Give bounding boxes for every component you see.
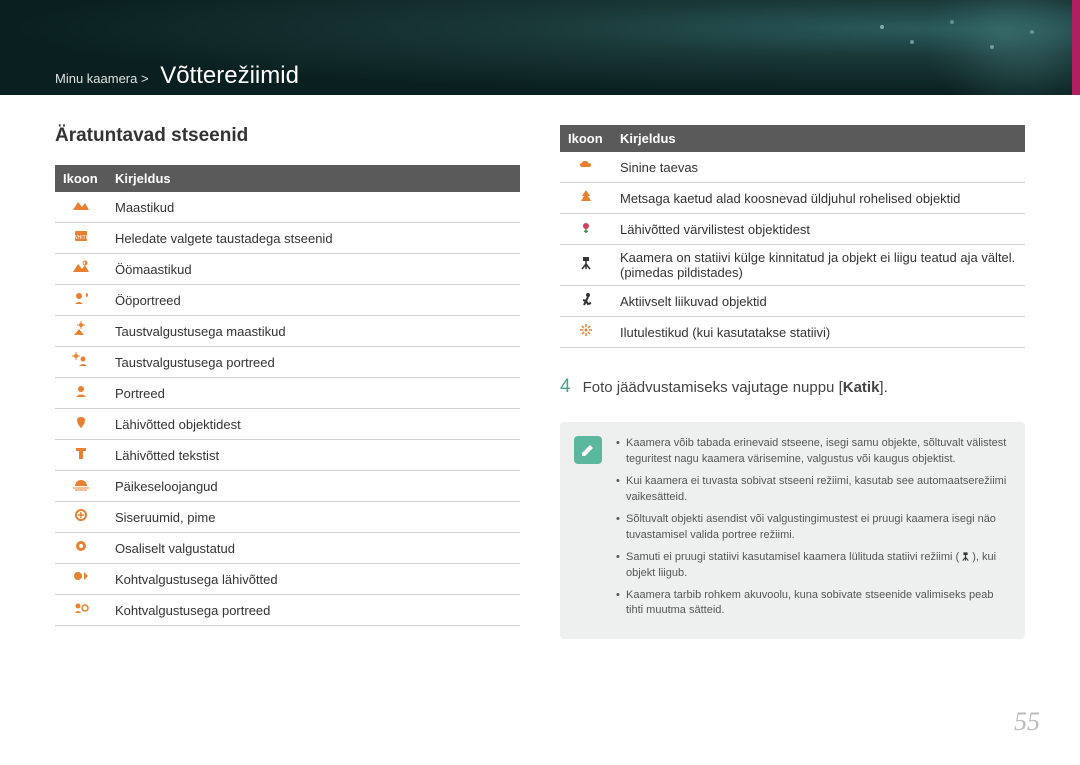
content-area: Äratuntavad stseenid Ikoon Kirjeldus Maa…	[0, 95, 1080, 639]
table-row: Osaliselt valgustatud	[55, 533, 520, 564]
scene-desc: Siseruumid, pime	[107, 502, 520, 533]
table-row: Kaamera on statiivi külge kinnitatud ja …	[560, 245, 1025, 286]
header-banner: Minu kaamera > Võtterežiimid	[0, 0, 1080, 95]
header-decoration	[820, 0, 1080, 95]
scenes-table-left: Ikoon Kirjeldus Maastikud WHITE Heledate v…	[55, 165, 520, 626]
table-row: Taustvalgustusega portreed	[55, 347, 520, 378]
note-item: Sõltuvalt objekti asendist või valgustin…	[616, 512, 1009, 544]
portrait-icon	[55, 378, 107, 409]
scene-desc: Kohtvalgustusega portreed	[107, 595, 520, 626]
night-portrait-icon	[55, 285, 107, 316]
table-row: WHITE Heledate valgete taustadega stseeni…	[55, 223, 520, 254]
step-number: 4	[560, 376, 571, 398]
breadcrumb-prefix: Minu kaamera >	[55, 71, 149, 86]
scene-desc: Sinine taevas	[612, 152, 1025, 183]
table-row: Lähivõtted tekstist	[55, 440, 520, 471]
th-icon: Ikoon	[55, 165, 107, 192]
breadcrumb: Minu kaamera > Võtterežiimid	[55, 62, 299, 90]
accent-bar	[1072, 0, 1080, 95]
table-row: Lähivõtted objektidest	[55, 409, 520, 440]
scene-desc: Päikeseloojangud	[107, 471, 520, 502]
white-icon: WHITE	[55, 223, 107, 254]
scene-desc: Kaamera on statiivi külge kinnitatud ja …	[612, 245, 1025, 286]
scene-desc: Heledate valgete taustadega stseenid	[107, 223, 520, 254]
scene-desc: Aktiivselt liikuvad objektid	[612, 286, 1025, 317]
spotlight-macro-icon	[55, 564, 107, 595]
note-item: Kaamera võib tabada erinevaid stseene, i…	[616, 436, 1009, 468]
table-row: Ilutulestikud (kui kasutatakse statiivi)	[560, 317, 1025, 348]
scene-desc: Kohtvalgustusega lähivõtted	[107, 564, 520, 595]
table-row: Siseruumid, pime	[55, 502, 520, 533]
section-title: Äratuntavad stseenid	[55, 125, 520, 147]
page-number: 55	[1014, 707, 1040, 737]
table-row: Taustvalgustusega maastikud	[55, 316, 520, 347]
scene-desc: Ööportreed	[107, 285, 520, 316]
backlight-landscape-icon	[55, 316, 107, 347]
th-icon: Ikoon	[560, 125, 612, 152]
note-box: Kaamera võib tabada erinevaid stseene, i…	[560, 422, 1025, 639]
scene-desc: Lähivõtted tekstist	[107, 440, 520, 471]
note-item: Kui kaamera ei tuvasta sobivat stseeni r…	[616, 474, 1009, 506]
sunset-icon	[55, 471, 107, 502]
spotlight-portrait-icon	[55, 595, 107, 626]
macro-text-icon	[55, 440, 107, 471]
table-row: Öömaastikud	[55, 254, 520, 285]
th-desc: Kirjeldus	[612, 125, 1025, 152]
night-landscape-icon	[55, 254, 107, 285]
backlight-portrait-icon	[55, 347, 107, 378]
table-row: Kohtvalgustusega lähivõtted	[55, 564, 520, 595]
step-line: 4 Foto jäädvustamiseks vajutage nuppu [K…	[560, 376, 1025, 398]
table-row: Kohtvalgustusega portreed	[55, 595, 520, 626]
table-row: Sinine taevas	[560, 152, 1025, 183]
svg-text:WHITE: WHITE	[73, 235, 90, 241]
scene-desc: Taustvalgustusega portreed	[107, 347, 520, 378]
scenes-table-right: Ikoon Kirjeldus Sinine taevasMetsaga kae…	[560, 125, 1025, 348]
table-row: Lähivõtted värvilistest objektidest	[560, 214, 1025, 245]
scene-desc: Osaliselt valgustatud	[107, 533, 520, 564]
scene-desc: Öömaastikud	[107, 254, 520, 285]
table-row: Päikeseloojangud	[55, 471, 520, 502]
scene-desc: Portreed	[107, 378, 520, 409]
right-column: Ikoon Kirjeldus Sinine taevasMetsaga kae…	[560, 125, 1025, 639]
step-text: Foto jäädvustamiseks vajutage nuppu [Kat…	[583, 379, 888, 396]
note-item: Kaamera tarbib rohkem akuvoolu, kuna sob…	[616, 588, 1009, 620]
indoor-icon	[55, 502, 107, 533]
table-row: Portreed	[55, 378, 520, 409]
pencil-icon	[574, 436, 602, 464]
page-title: Võtterežiimid	[160, 62, 299, 89]
macro-icon	[55, 409, 107, 440]
bluesky-icon	[560, 152, 612, 183]
landscape-icon	[55, 192, 107, 223]
scene-desc: Lähivõtted objektidest	[107, 409, 520, 440]
notes-list: Kaamera võib tabada erinevaid stseene, i…	[616, 436, 1009, 619]
scene-desc: Ilutulestikud (kui kasutatakse statiivi)	[612, 317, 1025, 348]
tripod-icon	[560, 245, 612, 286]
action-icon	[560, 286, 612, 317]
scene-desc: Metsaga kaetud alad koosnevad üldjuhul r…	[612, 183, 1025, 214]
fireworks-icon	[560, 317, 612, 348]
note-item: Samuti ei pruugi statiivi kasutamisel ka…	[616, 550, 1009, 582]
table-row: Ööportreed	[55, 285, 520, 316]
left-column: Äratuntavad stseenid Ikoon Kirjeldus Maa…	[55, 125, 520, 639]
macro-color-icon	[560, 214, 612, 245]
table-row: Aktiivselt liikuvad objektid	[560, 286, 1025, 317]
th-desc: Kirjeldus	[107, 165, 520, 192]
table-row: Maastikud	[55, 192, 520, 223]
scene-desc: Taustvalgustusega maastikud	[107, 316, 520, 347]
forest-icon	[560, 183, 612, 214]
scene-desc: Maastikud	[107, 192, 520, 223]
table-row: Metsaga kaetud alad koosnevad üldjuhul r…	[560, 183, 1025, 214]
scene-desc: Lähivõtted värvilistest objektidest	[612, 214, 1025, 245]
partial-light-icon	[55, 533, 107, 564]
